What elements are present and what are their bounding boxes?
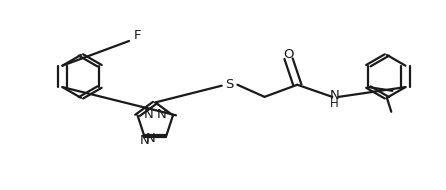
Text: O: O [283,48,294,61]
Text: N: N [140,134,149,147]
Text: N: N [157,108,166,121]
Text: N: N [144,108,154,121]
Text: N: N [145,132,155,145]
Text: H: H [330,97,339,110]
Text: S: S [225,78,234,91]
Text: N: N [330,89,339,102]
Text: F: F [134,29,141,42]
